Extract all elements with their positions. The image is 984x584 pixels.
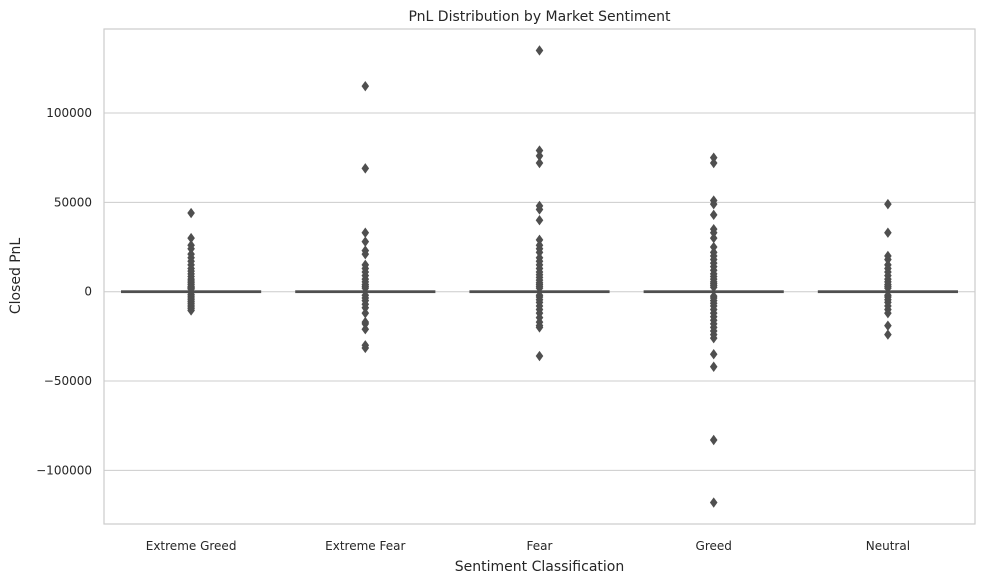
y-tick-labels: 100000 50000 0 −50000 −100000 (36, 106, 92, 477)
outlier-point (535, 45, 544, 56)
x-tick-label: Fear (527, 539, 553, 553)
outlier-point (361, 318, 370, 330)
box-group (295, 80, 436, 354)
outlier-point (361, 342, 370, 354)
outlier-point (709, 332, 718, 344)
x-tick-label: Extreme Greed (146, 539, 237, 553)
box-group (817, 198, 958, 340)
outlier-point (361, 248, 370, 260)
outlier-point (361, 307, 370, 319)
chart-title: PnL Distribution by Market Sentiment (408, 9, 671, 25)
outlier-point (187, 207, 195, 219)
x-tick-labels: Extreme Greed Extreme Fear Fear Greed Neutra… (146, 539, 910, 553)
y-tick-label: 50000 (54, 195, 92, 209)
outlier-point (884, 329, 892, 340)
outlier-point (884, 198, 892, 210)
outlier-point (361, 302, 370, 313)
outlier-point (884, 254, 892, 265)
outlier-point (535, 204, 544, 215)
x-tick-label: Neutral (866, 539, 910, 553)
outlier-point (361, 282, 370, 294)
outlier-point (535, 282, 544, 294)
outlier-point (187, 243, 195, 255)
box-group (469, 45, 610, 362)
outlier-point (187, 283, 195, 295)
outlier-point (709, 361, 718, 372)
outlier-point (535, 234, 544, 246)
outlier-point (361, 324, 370, 335)
outlier-point (709, 157, 718, 169)
outlier-point (884, 307, 892, 319)
y-tick-label: −100000 (36, 463, 92, 477)
y-tick-label: 100000 (46, 106, 92, 120)
x-axis-label: Sentiment Classification (455, 559, 624, 575)
outlier-point (535, 322, 544, 333)
box-group (121, 207, 262, 316)
y-axis-label: Closed PnL (8, 238, 24, 315)
x-tick-label: Extreme Fear (325, 539, 405, 553)
outlier-point (884, 320, 892, 331)
outlier-point (535, 247, 544, 258)
x-tick-label: Greed (696, 539, 732, 553)
outlier-point (187, 305, 195, 316)
outlier-point (709, 349, 718, 360)
outlier-point (535, 145, 544, 156)
outlier-point (709, 282, 718, 293)
outlier-point (535, 215, 544, 226)
box-layer (121, 45, 958, 508)
outlier-point (187, 232, 195, 244)
outlier-point (709, 232, 718, 244)
y-tick-label: 0 (84, 285, 92, 299)
outlier-point (361, 163, 370, 174)
outlier-point (361, 236, 370, 247)
box-group (643, 152, 784, 508)
outlier-point (709, 497, 718, 508)
outlier-point (535, 350, 544, 362)
outlier-point (535, 150, 544, 162)
outlier-point (709, 152, 718, 163)
outlier-point (709, 198, 718, 210)
outlier-point (709, 434, 718, 446)
outlier-point (361, 227, 370, 238)
outlier-point (361, 80, 370, 92)
outlier-point (884, 282, 892, 294)
outlier-point (709, 241, 718, 253)
outlier-point (709, 209, 718, 221)
plot-frame (103, 28, 976, 525)
outlier-point (535, 157, 544, 169)
outlier-point (709, 227, 718, 238)
outlier-point (884, 227, 892, 238)
y-tick-label: −50000 (44, 374, 92, 388)
